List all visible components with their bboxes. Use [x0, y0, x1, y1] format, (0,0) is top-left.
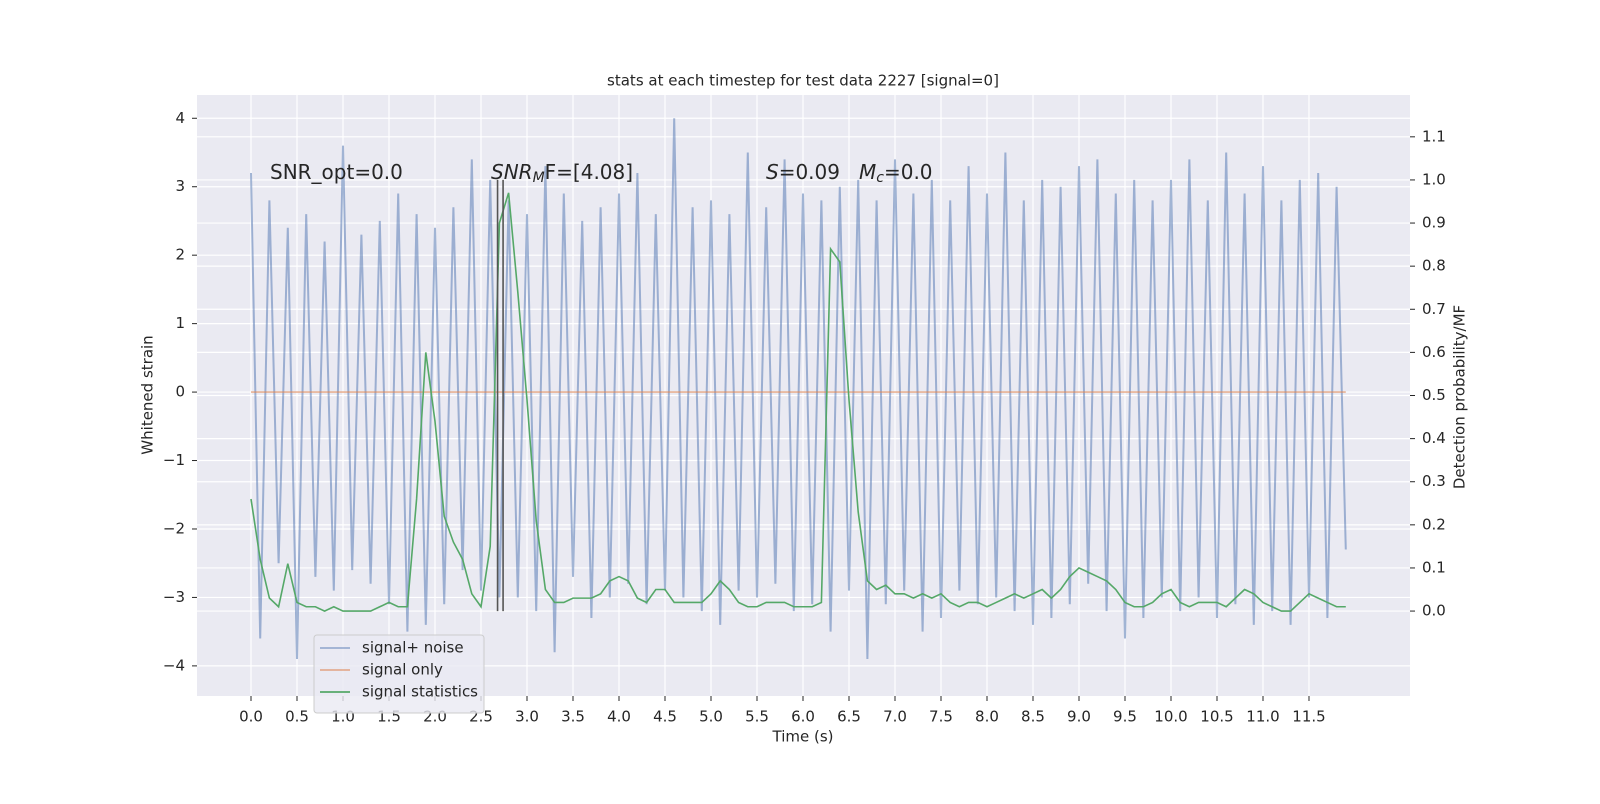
x-tick-label: 5.0: [699, 708, 723, 726]
x-tick-label: 0.5: [285, 708, 309, 726]
y2-tick-label: 0.6: [1422, 343, 1446, 361]
y2-tick-label: 0.3: [1422, 472, 1446, 490]
x-tick-label: 7.5: [929, 708, 953, 726]
x-tick-label: 6.5: [837, 708, 861, 726]
x-tick-label: 10.5: [1200, 708, 1233, 726]
y2-tick-label: 0.5: [1422, 386, 1446, 404]
annotation: Mc=0.0: [859, 160, 933, 187]
y2-tick-label: 0.0: [1422, 602, 1446, 620]
y2-axis-label: Detection probability/MF: [1451, 305, 1469, 489]
legend-label: signal statistics: [362, 683, 478, 701]
annotation-main: M: [859, 160, 876, 184]
x-tick-label: 5.5: [745, 708, 769, 726]
x-tick-label: 8.0: [975, 708, 999, 726]
series-line: [250, 118, 1347, 660]
annotation: S=0.09: [766, 160, 840, 184]
x-tick-label: 4.5: [653, 708, 677, 726]
x-tick-label: 3.0: [515, 708, 539, 726]
annotation-tail: =0.0: [884, 160, 933, 184]
series-line: [250, 192, 1346, 612]
annotation-main: SNR: [491, 160, 533, 184]
x-tick-label: 11.5: [1292, 708, 1325, 726]
y-tick-label: 1: [175, 314, 185, 332]
x-tick-label: 0.0: [239, 708, 263, 726]
x-tick-label: 9.5: [1113, 708, 1137, 726]
y2-tick-label: 0.9: [1422, 214, 1446, 232]
y-axis-label: Whitened strain: [139, 335, 157, 454]
y-tick-label: 0: [175, 383, 185, 401]
x-axis-label: Time (s): [772, 728, 834, 746]
x-tick-label: 6.0: [791, 708, 815, 726]
y2-tick-label: 0.8: [1422, 257, 1446, 275]
annotation-sub: M: [533, 170, 545, 186]
y-tick-label: 2: [175, 246, 185, 264]
annotation: SNRMF=[4.08]: [491, 160, 633, 187]
y2-tick-label: 0.4: [1422, 429, 1446, 447]
annotation: SNR_opt=0.0: [270, 160, 403, 184]
x-tick-label: 8.5: [1021, 708, 1045, 726]
y-tick-label: −3: [163, 588, 185, 606]
y-tick-label: −1: [163, 451, 185, 469]
annotation-tail: F=[4.08]: [545, 160, 633, 184]
annotation-main: S: [766, 160, 779, 184]
y-tick-label: −2: [163, 519, 185, 537]
y-tick-label: 4: [175, 109, 185, 127]
legend-label: signal only: [362, 661, 443, 679]
y-tick-label: 3: [175, 177, 185, 195]
legend-box: [313, 634, 485, 714]
y2-tick-label: 0.1: [1422, 558, 1446, 576]
annotation-sub: c: [876, 170, 884, 186]
chart-title: stats at each timestep for test data 222…: [607, 72, 999, 90]
x-tick-label: 7.0: [883, 708, 907, 726]
x-tick-label: 10.0: [1154, 708, 1187, 726]
x-tick-label: 4.0: [607, 708, 631, 726]
annotation-tail: =0.09: [779, 160, 840, 184]
y2-tick-label: 0.2: [1422, 515, 1446, 533]
y2-tick-label: 1.0: [1422, 170, 1446, 188]
legend-label: signal+ noise: [362, 639, 464, 657]
y-tick-label: −4: [163, 656, 185, 674]
y2-tick-label: 1.1: [1422, 127, 1446, 145]
x-tick-label: 3.5: [561, 708, 585, 726]
x-tick-label: 9.0: [1067, 708, 1091, 726]
x-tick-label: 11.0: [1246, 708, 1279, 726]
annotation-main: SNR_opt=0.0: [270, 160, 403, 184]
y2-tick-label: 0.7: [1422, 300, 1446, 318]
